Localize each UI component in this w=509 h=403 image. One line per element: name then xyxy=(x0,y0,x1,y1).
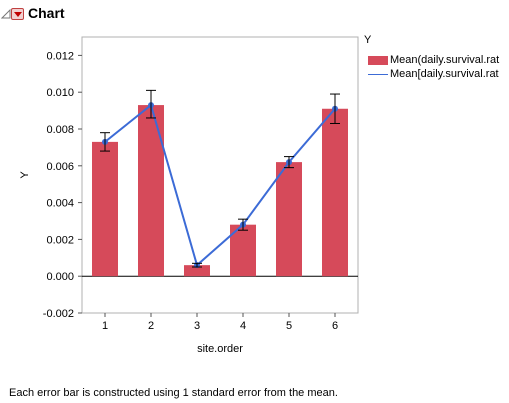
y-tick-label: 0.006 xyxy=(46,161,74,173)
x-axis-label: site.order xyxy=(197,343,243,355)
bar[interactable] xyxy=(322,108,348,277)
x-tick-label: 3 xyxy=(194,320,200,332)
bar[interactable] xyxy=(92,141,118,277)
y-tick-label: 0.008 xyxy=(46,124,74,136)
error-bar xyxy=(100,132,110,152)
red-triangle-menu-icon[interactable] xyxy=(11,8,24,20)
chart-title: Chart xyxy=(28,5,65,21)
bar[interactable] xyxy=(184,265,210,277)
collapse-triangle-icon[interactable] xyxy=(1,9,11,19)
error-bar xyxy=(192,262,202,268)
x-tick-label: 5 xyxy=(286,320,292,332)
legend-item-bar[interactable]: Mean(daily.survival.rat xyxy=(364,54,509,66)
legend-title: Y xyxy=(364,34,372,46)
bar[interactable] xyxy=(276,162,302,277)
error-bar xyxy=(146,89,156,119)
y-axis-label: Y xyxy=(19,171,31,179)
mean-line[interactable] xyxy=(104,103,336,267)
bar[interactable] xyxy=(138,105,164,277)
y-tick-label: 0.000 xyxy=(46,271,74,283)
y-tick-label: 0.004 xyxy=(46,198,74,210)
x-tick-label: 1 xyxy=(102,320,108,332)
y-tick-label: -0.002 xyxy=(43,308,74,320)
y-tick-label: 0.002 xyxy=(46,234,74,246)
error-bar xyxy=(330,93,340,124)
y-tick-label: 0.010 xyxy=(46,87,74,99)
legend-item-line[interactable]: Mean[daily.survival.rat xyxy=(364,68,509,80)
footnote: Each error bar is constructed using 1 st… xyxy=(9,387,338,399)
plot-frame xyxy=(81,36,359,314)
y-tick-label: 0.012 xyxy=(46,50,74,62)
x-tick-label: 6 xyxy=(332,320,338,332)
legend-label-line: Mean[daily.survival.rat xyxy=(390,68,499,80)
error-bar xyxy=(284,156,294,169)
x-tick-label: 4 xyxy=(240,320,246,332)
legend-swatch-line xyxy=(368,74,388,75)
error-bar xyxy=(238,218,248,231)
legend-label-bar: Mean(daily.survival.rat xyxy=(390,54,500,66)
legend-swatch-bar xyxy=(368,56,388,65)
x-tick-label: 2 xyxy=(148,320,154,332)
chart-header: Chart xyxy=(0,0,509,27)
